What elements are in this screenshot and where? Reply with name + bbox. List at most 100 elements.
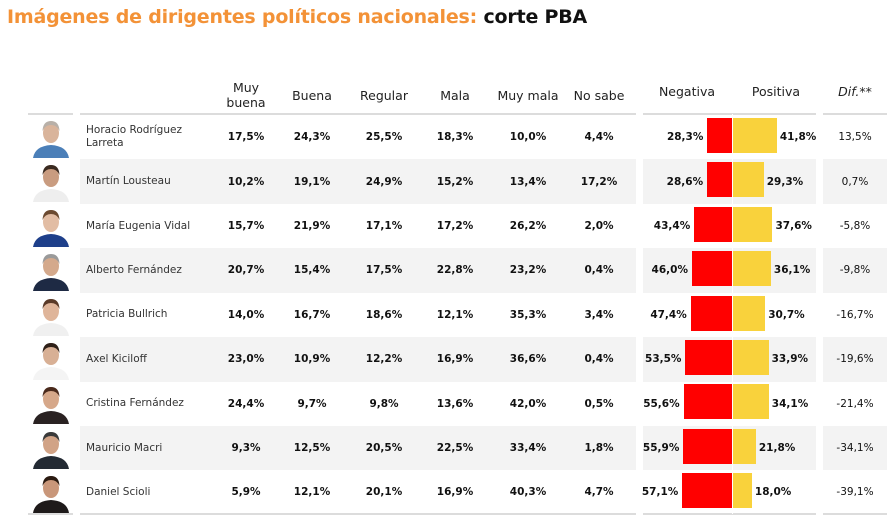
cell-no-sabe: 0,4% (566, 337, 632, 382)
cell-regular: 25,5% (352, 115, 416, 160)
politician-name: Mauricio Macri (86, 426, 216, 471)
cell-mala: 12,1% (425, 293, 485, 338)
politician-photo (29, 116, 73, 158)
table-row: Axel Kiciloff 23,0% 10,9% 12,2% 16,9% 36,6% 0,… (0, 337, 887, 382)
cell-muy-buena: 20,7% (218, 248, 274, 293)
cell-dif: -5,8% (823, 204, 887, 249)
cell-dif: -16,7% (823, 293, 887, 338)
cell-dif: -19,6% (823, 337, 887, 382)
cell-muy-mala: 33,4% (493, 426, 563, 471)
cell-dif: -21,4% (823, 381, 887, 426)
cell-mala: 15,2% (425, 159, 485, 204)
cell-regular: 24,9% (352, 159, 416, 204)
footer-rule-dif (823, 513, 887, 515)
header-negativa: Negativa (648, 76, 726, 110)
label-negativa: 57,1% (640, 470, 678, 515)
cell-buena: 15,4% (282, 248, 342, 293)
cell-muy-buena: 23,0% (218, 337, 274, 382)
cell-buena: 10,9% (282, 337, 342, 382)
politician-name: Axel Kiciloff (86, 337, 216, 382)
cell-buena: 9,7% (282, 381, 342, 426)
table-row: Patricia Bullrich 14,0% 16,7% 18,6% 12,1% 35,… (0, 293, 887, 338)
cell-no-sabe: 17,2% (566, 159, 632, 204)
header-muy-mala: Muy mala (493, 78, 563, 112)
cell-no-sabe: 0,4% (566, 248, 632, 293)
cell-mala: 22,5% (425, 426, 485, 471)
cell-muy-mala: 40,3% (493, 470, 563, 515)
bar-positiva (733, 473, 752, 508)
header-no-sabe: No sabe (566, 78, 632, 112)
cell-buena: 21,9% (282, 204, 342, 249)
header-regular: Regular (352, 78, 416, 112)
bar-positiva (733, 340, 769, 375)
header-buena: Buena (282, 78, 342, 112)
cell-mala: 22,8% (425, 248, 485, 293)
cell-buena: 19,1% (282, 159, 342, 204)
cell-regular: 18,6% (352, 293, 416, 338)
cell-muy-mala: 26,2% (493, 204, 563, 249)
label-positiva: 34,1% (772, 381, 816, 426)
cell-no-sabe: 4,4% (566, 115, 632, 160)
page-title: Imágenes de dirigentes políticos naciona… (7, 6, 587, 28)
table-row: Martín Lousteau 10,2% 19,1% 24,9% 15,2% 13,4%… (0, 159, 887, 204)
bar-positiva (733, 429, 756, 464)
cell-mala: 17,2% (425, 204, 485, 249)
bar-positiva (733, 207, 772, 242)
cell-dif: -9,8% (823, 248, 887, 293)
label-positiva: 37,6% (775, 204, 819, 249)
bar-negativa (707, 118, 732, 153)
politician-name: Cristina Fernández (86, 381, 216, 426)
cell-regular: 20,1% (352, 470, 416, 515)
cell-muy-mala: 13,4% (493, 159, 563, 204)
label-positiva: 21,8% (759, 426, 803, 471)
table-row: Alberto Fernández 20,7% 15,4% 17,5% 22,8% 23,… (0, 248, 887, 293)
label-positiva: 30,7% (768, 293, 812, 338)
cell-muy-mala: 10,0% (493, 115, 563, 160)
cell-buena: 12,5% (282, 426, 342, 471)
politician-name: Alberto Fernández (86, 248, 216, 293)
cell-buena: 24,3% (282, 115, 342, 160)
politician-name: Horacio Rodríguez Larreta (86, 115, 216, 160)
bar-positiva (733, 296, 765, 331)
bars-center-axis (732, 114, 733, 514)
title-subtitle: corte PBA (483, 6, 587, 28)
cell-no-sabe: 4,7% (566, 470, 632, 515)
label-positiva: 18,0% (755, 470, 799, 515)
bar-negativa (683, 429, 732, 464)
table-row: María Eugenia Vidal 15,7% 21,9% 17,1% 17,2% 2… (0, 204, 887, 249)
cell-dif: 13,5% (823, 115, 887, 160)
politician-photo (29, 338, 73, 380)
label-negativa: 46,0% (640, 248, 688, 293)
politician-name: Patricia Bullrich (86, 293, 216, 338)
label-negativa: 47,4% (640, 293, 687, 338)
cell-no-sabe: 3,4% (566, 293, 632, 338)
cell-muy-mala: 42,0% (493, 381, 563, 426)
cell-no-sabe: 0,5% (566, 381, 632, 426)
bar-negativa (707, 162, 732, 197)
header-mala: Mala (425, 78, 485, 112)
cell-muy-buena: 9,3% (218, 426, 274, 471)
label-negativa: 28,6% (640, 159, 703, 204)
footer-rule-main (80, 513, 636, 515)
cell-no-sabe: 1,8% (566, 426, 632, 471)
cell-buena: 16,7% (282, 293, 342, 338)
bar-positiva (733, 384, 769, 419)
label-positiva: 33,9% (772, 337, 816, 382)
table-row: Cristina Fernández 24,4% 9,7% 9,8% 13,6% 42,0… (0, 381, 887, 426)
label-negativa: 43,4% (640, 204, 690, 249)
footer-rule-photo (28, 513, 73, 515)
cell-mala: 16,9% (425, 470, 485, 515)
label-positiva: 29,3% (767, 159, 811, 204)
title-main: Imágenes de dirigentes políticos naciona… (7, 6, 477, 28)
politician-name: María Eugenia Vidal (86, 204, 216, 249)
bar-negativa (692, 251, 732, 286)
politician-photo (29, 382, 73, 424)
footer-rule-bars (643, 513, 816, 515)
politician-name: Martín Lousteau (86, 159, 216, 204)
cell-regular: 12,2% (352, 337, 416, 382)
cell-dif: 0,7% (823, 159, 887, 204)
bar-positiva (733, 251, 771, 286)
header-dif: Dif.** (823, 76, 887, 110)
label-negativa: 55,6% (640, 381, 680, 426)
header-positiva: Positiva (740, 76, 812, 110)
